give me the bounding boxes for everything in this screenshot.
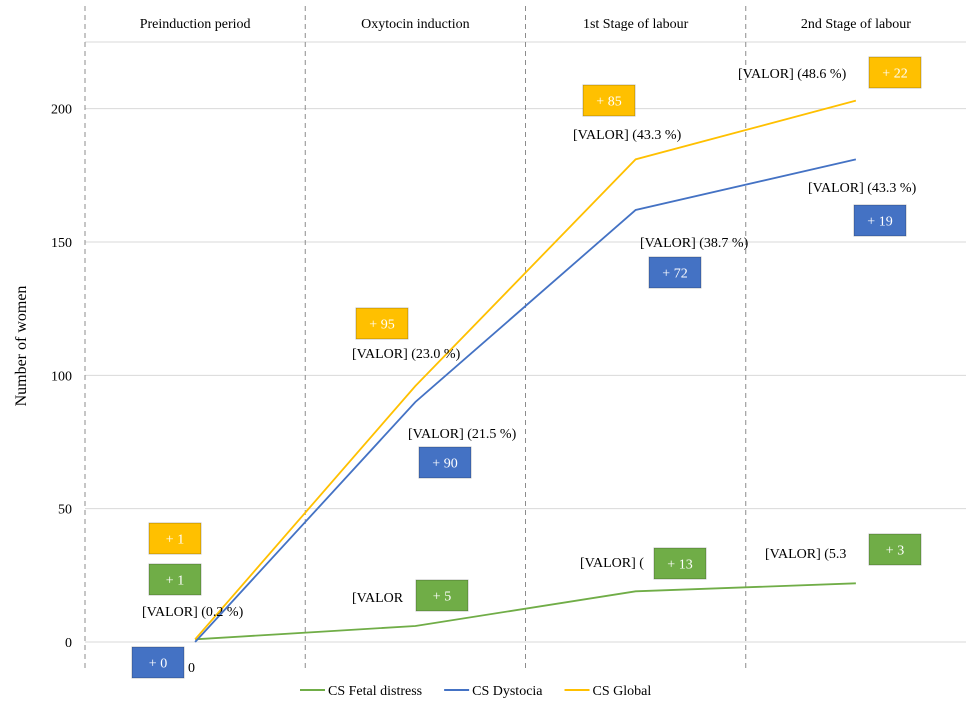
- increment-label: + 1: [166, 533, 184, 548]
- increment-box-bg: [582, 84, 636, 117]
- increment-box-bg: [418, 446, 472, 479]
- increment-box-bg: [148, 563, 202, 596]
- percent-label: [VALOR] (43.3 %): [573, 128, 682, 143]
- increment-box-bg: [355, 307, 409, 340]
- percent-label: [VALOR] (0.2 %): [142, 605, 244, 620]
- phase-label: 2nd Stage of labour: [801, 17, 911, 32]
- legend-label: CS Fetal distress: [328, 684, 422, 699]
- series-lines: [194, 99, 857, 643]
- y-tick-label: 0: [65, 636, 72, 651]
- y-axis-ticks: 0 50 100 150 200: [51, 103, 72, 651]
- increment-box-bg: [853, 204, 907, 237]
- phase-label: Oxytocin induction: [361, 17, 470, 32]
- increment-box: + 95: [355, 307, 409, 340]
- increment-label: + 0: [149, 657, 167, 672]
- phase-label: 1st Stage of labour: [583, 17, 689, 32]
- increment-label: + 85: [596, 95, 621, 110]
- increment-box-bg: [415, 579, 469, 612]
- percent-label: [VALOR] (43.3 %): [808, 181, 917, 196]
- increment-label: + 3: [886, 544, 904, 559]
- increment-label: + 19: [867, 215, 892, 230]
- increment-box: + 72: [648, 256, 702, 289]
- phase-label: Preinduction period: [140, 17, 251, 32]
- increment-boxes: + 1 + 5 + 13 + 3 + 0 + 90 + 72 + 19 + 1 + 95 + 85 +…: [131, 56, 922, 679]
- increment-box: + 85: [582, 84, 636, 117]
- increment-box: + 22: [868, 56, 922, 89]
- increment-label: + 1: [166, 574, 184, 589]
- increment-box-bg: [653, 547, 707, 580]
- series-line: [195, 582, 856, 641]
- increment-box-bg: [148, 522, 202, 555]
- y-tick-label: 150: [51, 236, 72, 251]
- increment-box: + 19: [853, 204, 907, 237]
- legend: CS Fetal distress CS Dystocia CS Global: [300, 684, 651, 699]
- legend-item: CS Fetal distress: [300, 684, 422, 699]
- increment-label: + 95: [369, 318, 394, 333]
- percent-labels: [VALOR [VALOR] ( [VALOR] (5.3 [VALOR] (21.5…: [142, 67, 917, 620]
- y-tick-label: 200: [51, 103, 72, 118]
- increment-box: + 0: [131, 646, 185, 679]
- increment-box: + 1: [148, 563, 202, 596]
- increment-box: + 13: [653, 547, 707, 580]
- percent-label: [VALOR] (: [580, 556, 644, 571]
- percent-label: [VALOR] (21.5 %): [408, 427, 517, 442]
- increment-box: + 90: [418, 446, 472, 479]
- increment-label: + 5: [433, 590, 451, 605]
- increment-box: + 5: [415, 579, 469, 612]
- percent-label: [VALOR: [352, 591, 404, 606]
- legend-item: CS Dystocia: [444, 684, 543, 699]
- increment-box-bg: [648, 256, 702, 289]
- y-tick-label: 50: [58, 503, 72, 518]
- increment-box: + 3: [868, 533, 922, 566]
- phase-labels: Preinduction period Oxytocin induction 1st…: [140, 17, 912, 32]
- percent-label: [VALOR] (23.0 %): [352, 347, 461, 362]
- percent-label: [VALOR] (5.3: [765, 547, 846, 562]
- y-tick-label: 100: [51, 369, 72, 384]
- increment-label: + 72: [662, 267, 687, 282]
- percent-label: [VALOR] (48.6 %): [738, 67, 847, 82]
- increment-box-bg: [868, 533, 922, 566]
- legend-label: CS Dystocia: [472, 684, 543, 699]
- increment-label: + 90: [432, 457, 457, 472]
- legend-label: CS Global: [593, 684, 652, 699]
- legend-item: CS Global: [564, 684, 652, 699]
- increment-label: + 22: [882, 67, 907, 82]
- increment-box-bg: [868, 56, 922, 89]
- phase-dividers: [84, 6, 747, 668]
- increment-label: + 13: [667, 558, 692, 573]
- series-line: [194, 99, 857, 640]
- start-x-label: 0: [188, 661, 195, 676]
- series-line: [194, 158, 857, 643]
- increment-box: + 1: [148, 522, 202, 555]
- y-axis-label: Number of women: [13, 286, 30, 407]
- percent-label: [VALOR] (38.7 %): [640, 236, 749, 251]
- increment-box-bg: [131, 646, 185, 679]
